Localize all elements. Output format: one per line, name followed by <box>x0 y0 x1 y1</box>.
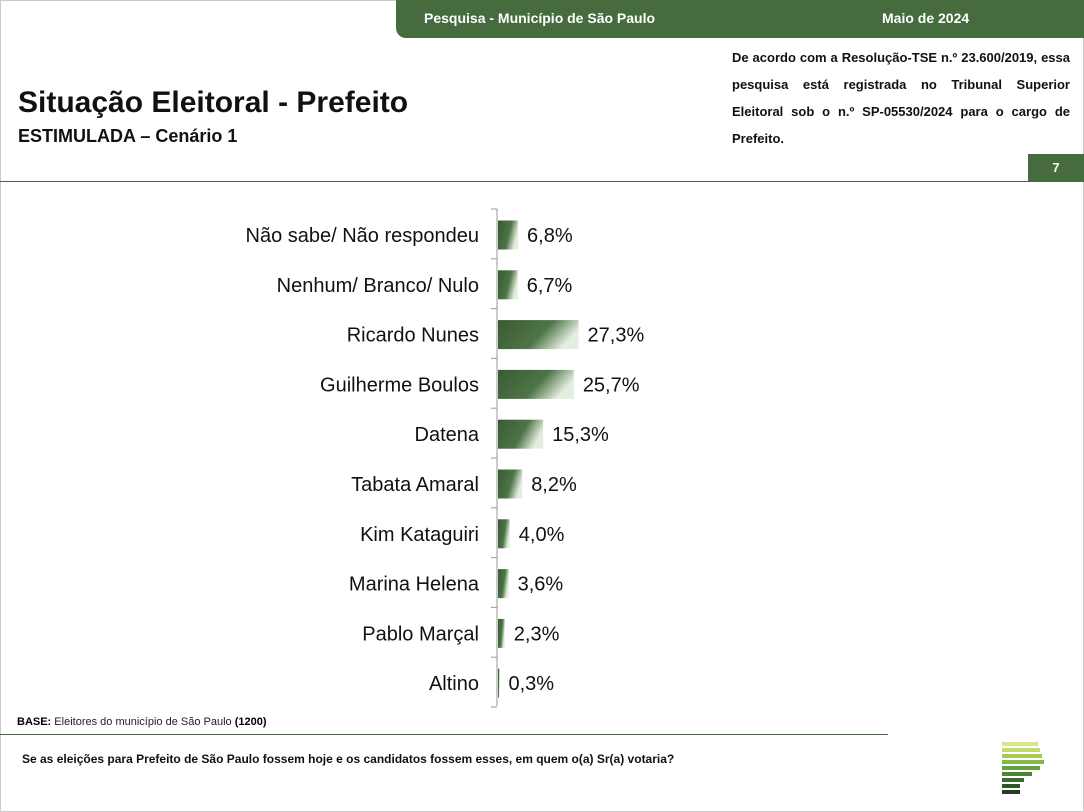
bar <box>498 469 523 499</box>
survey-label: Pesquisa - Município de São Paulo <box>424 10 656 26</box>
top-header-bar: Pesquisa - Município de São Paulo Maio d… <box>396 0 1084 38</box>
bar <box>498 369 574 399</box>
value-label: 8,2% <box>531 474 577 496</box>
base-label: BASE: <box>17 716 52 728</box>
bar <box>498 220 519 250</box>
bar-chart: Não sabe/ Não respondeu 6,8% Nenhum/ Branc… <box>246 208 645 708</box>
bar <box>498 320 579 350</box>
category-label: Marina Helena <box>349 574 480 596</box>
header-divider <box>0 181 1084 182</box>
category-label: Datena <box>415 424 480 446</box>
value-label: 6,7% <box>527 275 573 297</box>
category-label: Ricardo Nunes <box>347 325 479 347</box>
category-label: Kim Kataguiri <box>360 524 479 546</box>
page-title: Situação Eleitoral - Prefeito <box>18 86 409 119</box>
page-number: 7 <box>1028 154 1084 182</box>
base-note: BASE: Eleitores do município de São Paul… <box>17 716 267 728</box>
value-label: 15,3% <box>552 424 609 446</box>
value-label: 2,3% <box>514 623 560 645</box>
bar <box>498 519 510 549</box>
company-logo <box>1002 742 1044 794</box>
bar <box>498 270 518 300</box>
value-label: 6,8% <box>527 225 573 247</box>
category-label: Nenhum/ Branco/ Nulo <box>277 275 479 297</box>
bar <box>498 668 500 698</box>
category-label: Guilherme Boulos <box>320 374 479 396</box>
category-label: Não sabe/ Não respondeu <box>246 225 480 247</box>
survey-date: Maio de 2024 <box>882 10 970 26</box>
value-label: 27,3% <box>588 325 645 347</box>
value-label: 4,0% <box>519 524 565 546</box>
bar <box>498 419 544 449</box>
base-count: (1200) <box>234 716 267 728</box>
footer-divider <box>0 734 888 735</box>
value-label: 3,6% <box>518 574 564 596</box>
value-label: 25,7% <box>583 374 640 396</box>
value-label: 0,3% <box>509 673 555 695</box>
bar <box>498 618 505 648</box>
survey-question: Se as eleições para Prefeito de São Paul… <box>22 752 675 766</box>
base-text: Eleitores do município de São Paulo <box>54 716 232 728</box>
category-label: Altino <box>429 673 479 695</box>
page-subtitle: ESTIMULADA – Cenário 1 <box>18 126 238 146</box>
category-label: Tabata Amaral <box>351 474 479 496</box>
category-label: Pablo Marçal <box>362 623 479 645</box>
tse-registration-note: De acordo com a Resolução-TSE n.º 23.600… <box>732 50 1070 146</box>
bar <box>498 569 509 599</box>
